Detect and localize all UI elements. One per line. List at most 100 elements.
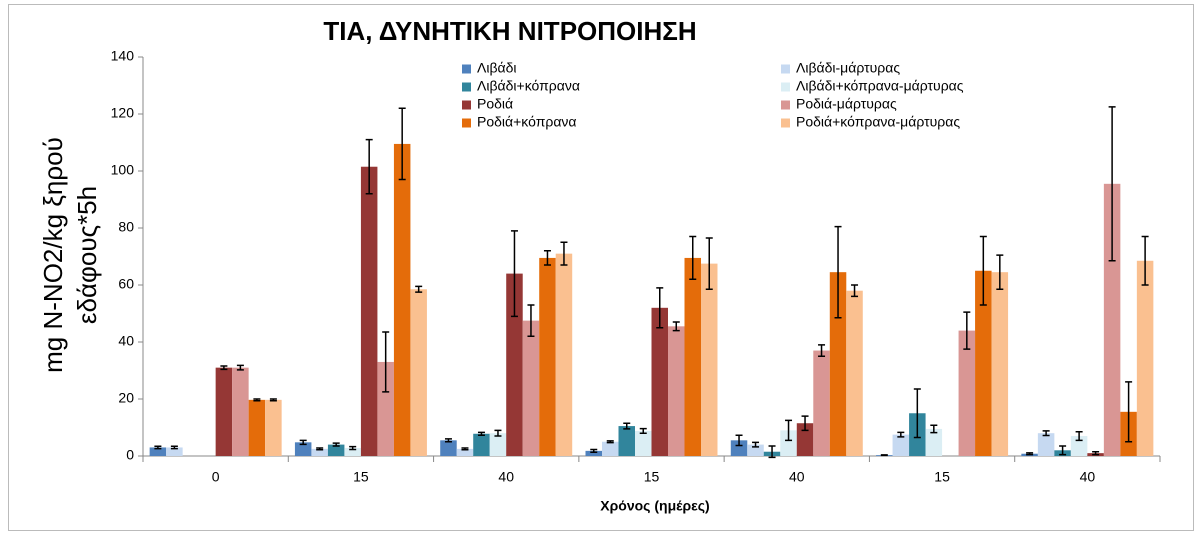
bar bbox=[1037, 433, 1055, 456]
error-bar bbox=[590, 448, 598, 454]
bar bbox=[958, 330, 976, 456]
y-axis-label-line: mg N-NO2/kg ξηρού bbox=[38, 137, 68, 373]
bar bbox=[393, 143, 411, 457]
bar bbox=[925, 428, 943, 456]
error-bar bbox=[1059, 445, 1067, 456]
x-axis-label: Χρόνος (ημέρες) bbox=[600, 498, 709, 514]
bar bbox=[813, 350, 830, 456]
error-bar bbox=[1042, 430, 1050, 437]
error-bar bbox=[415, 285, 423, 293]
y-tick-label: 100 bbox=[111, 162, 135, 178]
bar bbox=[377, 361, 394, 456]
error-bar bbox=[672, 321, 680, 332]
error-bar bbox=[834, 225, 842, 319]
legend-swatch bbox=[462, 82, 471, 92]
error-bar bbox=[444, 438, 452, 443]
legend-label: Ροδιά bbox=[477, 96, 513, 112]
error-bar bbox=[623, 422, 631, 430]
chart-title: ΤΙΑ, ΔΥΝΗΤΙΚΗ ΝΙΤΡΟΠΟΙΗΣΗ bbox=[323, 16, 696, 46]
error-bar bbox=[382, 331, 390, 393]
error-bar bbox=[510, 230, 518, 318]
error-bar bbox=[154, 445, 162, 450]
error-bar bbox=[801, 415, 809, 432]
legend-swatch bbox=[781, 82, 790, 92]
bar bbox=[730, 440, 748, 456]
bar bbox=[829, 272, 847, 456]
bar bbox=[668, 326, 685, 456]
bar bbox=[701, 263, 718, 456]
bar bbox=[327, 444, 345, 456]
error-bar bbox=[752, 441, 760, 448]
y-tick-label: 40 bbox=[118, 333, 134, 349]
bar bbox=[1103, 183, 1121, 456]
bar bbox=[265, 399, 282, 456]
bar bbox=[780, 430, 797, 456]
error-bar bbox=[269, 398, 277, 402]
error-bar bbox=[398, 107, 406, 181]
legend-label: Λιβάδι+κόπρανα-μάρτυρας bbox=[796, 78, 964, 94]
bar bbox=[635, 430, 652, 456]
bar bbox=[166, 447, 183, 456]
error-bar bbox=[689, 235, 697, 281]
error-bar bbox=[253, 398, 261, 402]
error-bar bbox=[735, 434, 743, 447]
legend-label: Ροδιά+κόπρανα-μάρτυρας bbox=[796, 114, 960, 130]
error-bar bbox=[1108, 106, 1116, 262]
bar bbox=[344, 448, 361, 456]
error-bar bbox=[963, 311, 971, 350]
error-bar bbox=[979, 235, 987, 306]
bar bbox=[456, 448, 474, 456]
chart-border bbox=[8, 4, 1194, 531]
x-tick-label: 40 bbox=[498, 469, 514, 485]
legend-swatch bbox=[462, 100, 471, 110]
legend-label: Λιβάδι+κόπρανα bbox=[477, 78, 580, 94]
bar bbox=[489, 433, 507, 456]
bar bbox=[473, 433, 490, 456]
bar bbox=[618, 426, 635, 456]
bar bbox=[539, 257, 556, 456]
error-bar bbox=[527, 304, 535, 338]
legend-swatch bbox=[781, 64, 790, 74]
error-bar bbox=[606, 440, 614, 444]
bar bbox=[975, 270, 992, 456]
bar bbox=[555, 253, 573, 456]
bar bbox=[846, 290, 863, 456]
x-tick-label: 40 bbox=[789, 469, 805, 485]
error-bar bbox=[332, 442, 340, 447]
y-tick-label: 60 bbox=[118, 276, 134, 292]
bar bbox=[651, 307, 668, 456]
bar bbox=[747, 444, 764, 456]
bar bbox=[1136, 260, 1154, 456]
legend-swatch bbox=[781, 100, 790, 110]
error-bar bbox=[768, 445, 776, 459]
bar bbox=[1070, 436, 1088, 456]
error-bar bbox=[170, 445, 178, 450]
error-bar bbox=[1125, 381, 1133, 443]
error-bar bbox=[930, 424, 938, 434]
bar bbox=[602, 441, 619, 456]
error-bar bbox=[220, 365, 228, 371]
error-bar bbox=[705, 237, 713, 291]
error-bar bbox=[639, 427, 647, 434]
bar bbox=[149, 447, 167, 456]
legend-swatch bbox=[462, 118, 471, 128]
x-tick-label: 40 bbox=[1080, 469, 1096, 485]
error-bar bbox=[299, 439, 307, 446]
bar bbox=[360, 166, 378, 456]
error-bar bbox=[897, 431, 905, 438]
legend-label: Λιβάδι bbox=[477, 60, 517, 76]
y-tick-label: 20 bbox=[118, 390, 134, 406]
error-bar bbox=[236, 364, 244, 371]
legend-label: Ροδιά-μάρτυρας bbox=[796, 96, 897, 112]
legend-label: Λιβάδι-μάρτυρας bbox=[796, 60, 900, 76]
legend-swatch bbox=[462, 64, 471, 74]
error-bar bbox=[656, 287, 664, 329]
error-bar bbox=[349, 445, 357, 451]
bar bbox=[522, 320, 540, 456]
error-bar bbox=[880, 454, 888, 457]
error-bar bbox=[851, 284, 859, 298]
error-bar bbox=[560, 241, 568, 266]
error-bar bbox=[494, 429, 502, 437]
y-tick-label: 120 bbox=[111, 105, 135, 121]
